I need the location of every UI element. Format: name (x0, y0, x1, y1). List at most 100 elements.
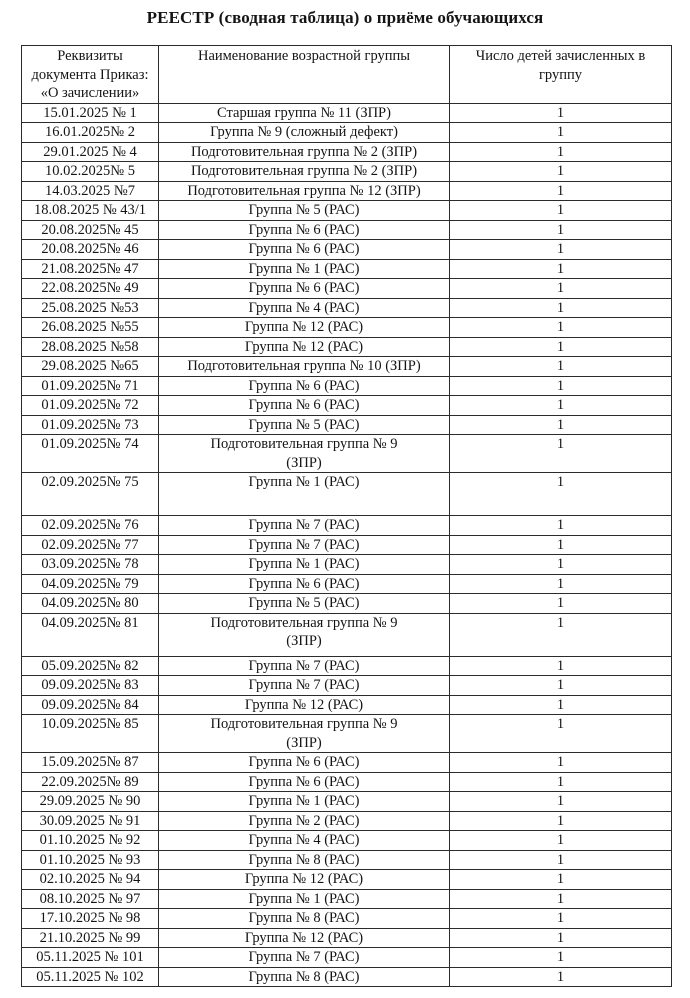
document-details-cell: 30.09.2025 № 91 (21, 810, 159, 831)
age-group-cell: Группа № 2 (РАС) (158, 810, 450, 831)
admissions-registry-table: Реквизиты документа Приказ: «О зачислени… (21, 45, 672, 987)
age-group-cell: Группа № 1 (РАС) (158, 791, 450, 812)
age-group-cell: Группа № 1 (РАС) (158, 258, 450, 279)
age-group-cell: Группа № 6 (РАС) (158, 239, 450, 260)
children-count-cell: 1 (449, 180, 672, 201)
table-row: 20.08.2025№ 45 Группа № 6 (РАС) 1 (21, 219, 672, 240)
document-details-cell: 18.08.2025 № 43/1 (21, 200, 159, 221)
age-group-cell: Группа № 6 (РАС) (158, 752, 450, 773)
table-header: Реквизиты документа Приказ: «О зачислени… (21, 45, 672, 104)
children-count-cell: 1 (449, 239, 672, 260)
document-details-cell: 01.09.2025№ 72 (21, 395, 159, 416)
children-count-cell: 1 (449, 849, 672, 870)
document-details-cell: 15.01.2025 № 1 (21, 102, 159, 123)
age-group-cell: Группа № 5 (РАС) (158, 414, 450, 435)
table-row: 20.08.2025№ 46 Группа № 6 (РАС) 1 (21, 239, 672, 260)
table-row: 21.08.2025№ 47 Группа № 1 (РАС) 1 (21, 258, 672, 279)
table-row: 01.10.2025 № 92 Группа № 4 (РАС) 1 (21, 830, 672, 851)
age-group-cell: Группа № 6 (РАС) (158, 278, 450, 299)
age-group-cell: Подготовительная группа № 9 (ЗПР) (158, 612, 450, 657)
document-details-cell: 29.01.2025 № 4 (21, 141, 159, 162)
age-group-cell: Группа № 4 (РАС) (158, 297, 450, 318)
document-details-cell: 02.09.2025№ 75 (21, 472, 159, 516)
age-group-cell: Группа № 8 (РАС) (158, 908, 450, 929)
children-count-cell: 1 (449, 830, 672, 851)
table-row: 08.10.2025 № 97 Группа № 1 (РАС) 1 (21, 888, 672, 909)
children-count-cell: 1 (449, 414, 672, 435)
age-group-cell: Группа № 6 (РАС) (158, 375, 450, 396)
children-count-cell: 1 (449, 375, 672, 396)
children-count-cell: 1 (449, 472, 672, 516)
age-group-cell: Подготовительная группа № 2 (ЗПР) (158, 141, 450, 162)
children-count-cell: 1 (449, 791, 672, 812)
table-row: 05.11.2025 № 102 Группа № 8 (РАС) 1 (21, 966, 672, 987)
table-row: 28.08.2025 №58 Группа № 12 (РАС) 1 (21, 336, 672, 357)
children-count-cell: 1 (449, 771, 672, 792)
children-count-cell: 1 (449, 947, 672, 968)
table-row: 05.11.2025 № 101 Группа № 7 (РАС) 1 (21, 947, 672, 968)
table-row: 25.08.2025 №53 Группа № 4 (РАС) 1 (21, 297, 672, 318)
age-group-cell: Группа № 7 (РАС) (158, 534, 450, 555)
document-details-cell: 20.08.2025№ 45 (21, 219, 159, 240)
table-row: 02.09.2025№ 75 Группа № 1 (РАС) 1 (21, 472, 672, 516)
document-details-cell: 17.10.2025 № 98 (21, 908, 159, 929)
document-details-cell: 29.08.2025 №65 (21, 356, 159, 377)
children-count-cell: 1 (449, 752, 672, 773)
table-row: 09.09.2025№ 84 Группа № 12 (РАС) 1 (21, 694, 672, 715)
children-count-cell: 1 (449, 908, 672, 929)
table-body: 15.01.2025 № 1 Старшая группа № 11 (ЗПР) 1… (21, 102, 672, 987)
children-count-cell: 1 (449, 534, 672, 555)
age-group-cell: Группа № 12 (РАС) (158, 694, 450, 715)
children-count-cell: 1 (449, 675, 672, 696)
children-count-cell: 1 (449, 655, 672, 676)
table-row: 01.09.2025№ 73 Группа № 5 (РАС) 1 (21, 414, 672, 435)
age-group-cell: Группа № 4 (РАС) (158, 830, 450, 851)
document-details-cell: 22.09.2025№ 89 (21, 771, 159, 792)
document-details-cell: 01.10.2025 № 93 (21, 849, 159, 870)
children-count-cell: 1 (449, 141, 672, 162)
table-row: 02.09.2025№ 77 Группа № 7 (РАС) 1 (21, 534, 672, 555)
age-group-cell: Группа № 6 (РАС) (158, 573, 450, 594)
children-count-cell: 1 (449, 966, 672, 987)
table-row: 16.01.2025№ 2 Группа № 9 (сложный дефект)… (21, 122, 672, 143)
document-details-cell: 21.10.2025 № 99 (21, 927, 159, 948)
children-count-cell: 1 (449, 122, 672, 143)
age-group-cell: Подготовительная группа № 2 (ЗПР) (158, 161, 450, 182)
document-details-cell: 05.11.2025 № 101 (21, 947, 159, 968)
document-details-cell: 20.08.2025№ 46 (21, 239, 159, 260)
document-details-cell: 01.09.2025№ 74 (21, 434, 159, 473)
age-group-cell: Подготовительная группа № 9 (ЗПР) (158, 434, 450, 473)
document-details-cell: 15.09.2025№ 87 (21, 752, 159, 773)
age-group-cell: Группа № 7 (РАС) (158, 655, 450, 676)
children-count-cell: 1 (449, 927, 672, 948)
table-row: 15.09.2025№ 87 Группа № 6 (РАС) 1 (21, 752, 672, 773)
header-row: Реквизиты документа Приказ: «О зачислени… (21, 45, 672, 104)
age-group-cell: Группа № 5 (РАС) (158, 593, 450, 614)
table-row: 01.09.2025№ 71 Группа № 6 (РАС) 1 (21, 375, 672, 396)
table-row: 29.01.2025 № 4 Подготовительная группа № … (21, 141, 672, 162)
document-details-cell: 25.08.2025 №53 (21, 297, 159, 318)
children-count-cell: 1 (449, 258, 672, 279)
table-row: 04.09.2025№ 79 Группа № 6 (РАС) 1 (21, 573, 672, 594)
table-row: 09.09.2025№ 83 Группа № 7 (РАС) 1 (21, 675, 672, 696)
children-count-cell: 1 (449, 554, 672, 575)
children-count-cell: 1 (449, 200, 672, 221)
table-row: 10.09.2025№ 85 Подготовительная группа № … (21, 714, 672, 753)
age-group-cell: Группа № 6 (РАС) (158, 771, 450, 792)
document-details-cell: 02.10.2025 № 94 (21, 869, 159, 890)
table-row: 02.09.2025№ 76 Группа № 7 (РАС) 1 (21, 515, 672, 536)
children-count-cell: 1 (449, 869, 672, 890)
table-row: 01.10.2025 № 93 Группа № 8 (РАС) 1 (21, 849, 672, 870)
children-count-cell: 1 (449, 810, 672, 831)
children-count-cell: 1 (449, 612, 672, 657)
column-header-document-details: Реквизиты документа Приказ: «О зачислени… (21, 45, 159, 104)
children-count-cell: 1 (449, 356, 672, 377)
age-group-cell: Подготовительная группа № 9 (ЗПР) (158, 714, 450, 753)
table-row: 29.09.2025 № 90 Группа № 1 (РАС) 1 (21, 791, 672, 812)
table-row: 14.03.2025 №7 Подготовительная группа № 1… (21, 180, 672, 201)
children-count-cell: 1 (449, 573, 672, 594)
document-details-cell: 03.09.2025№ 78 (21, 554, 159, 575)
table-row: 22.09.2025№ 89 Группа № 6 (РАС) 1 (21, 771, 672, 792)
children-count-cell: 1 (449, 161, 672, 182)
